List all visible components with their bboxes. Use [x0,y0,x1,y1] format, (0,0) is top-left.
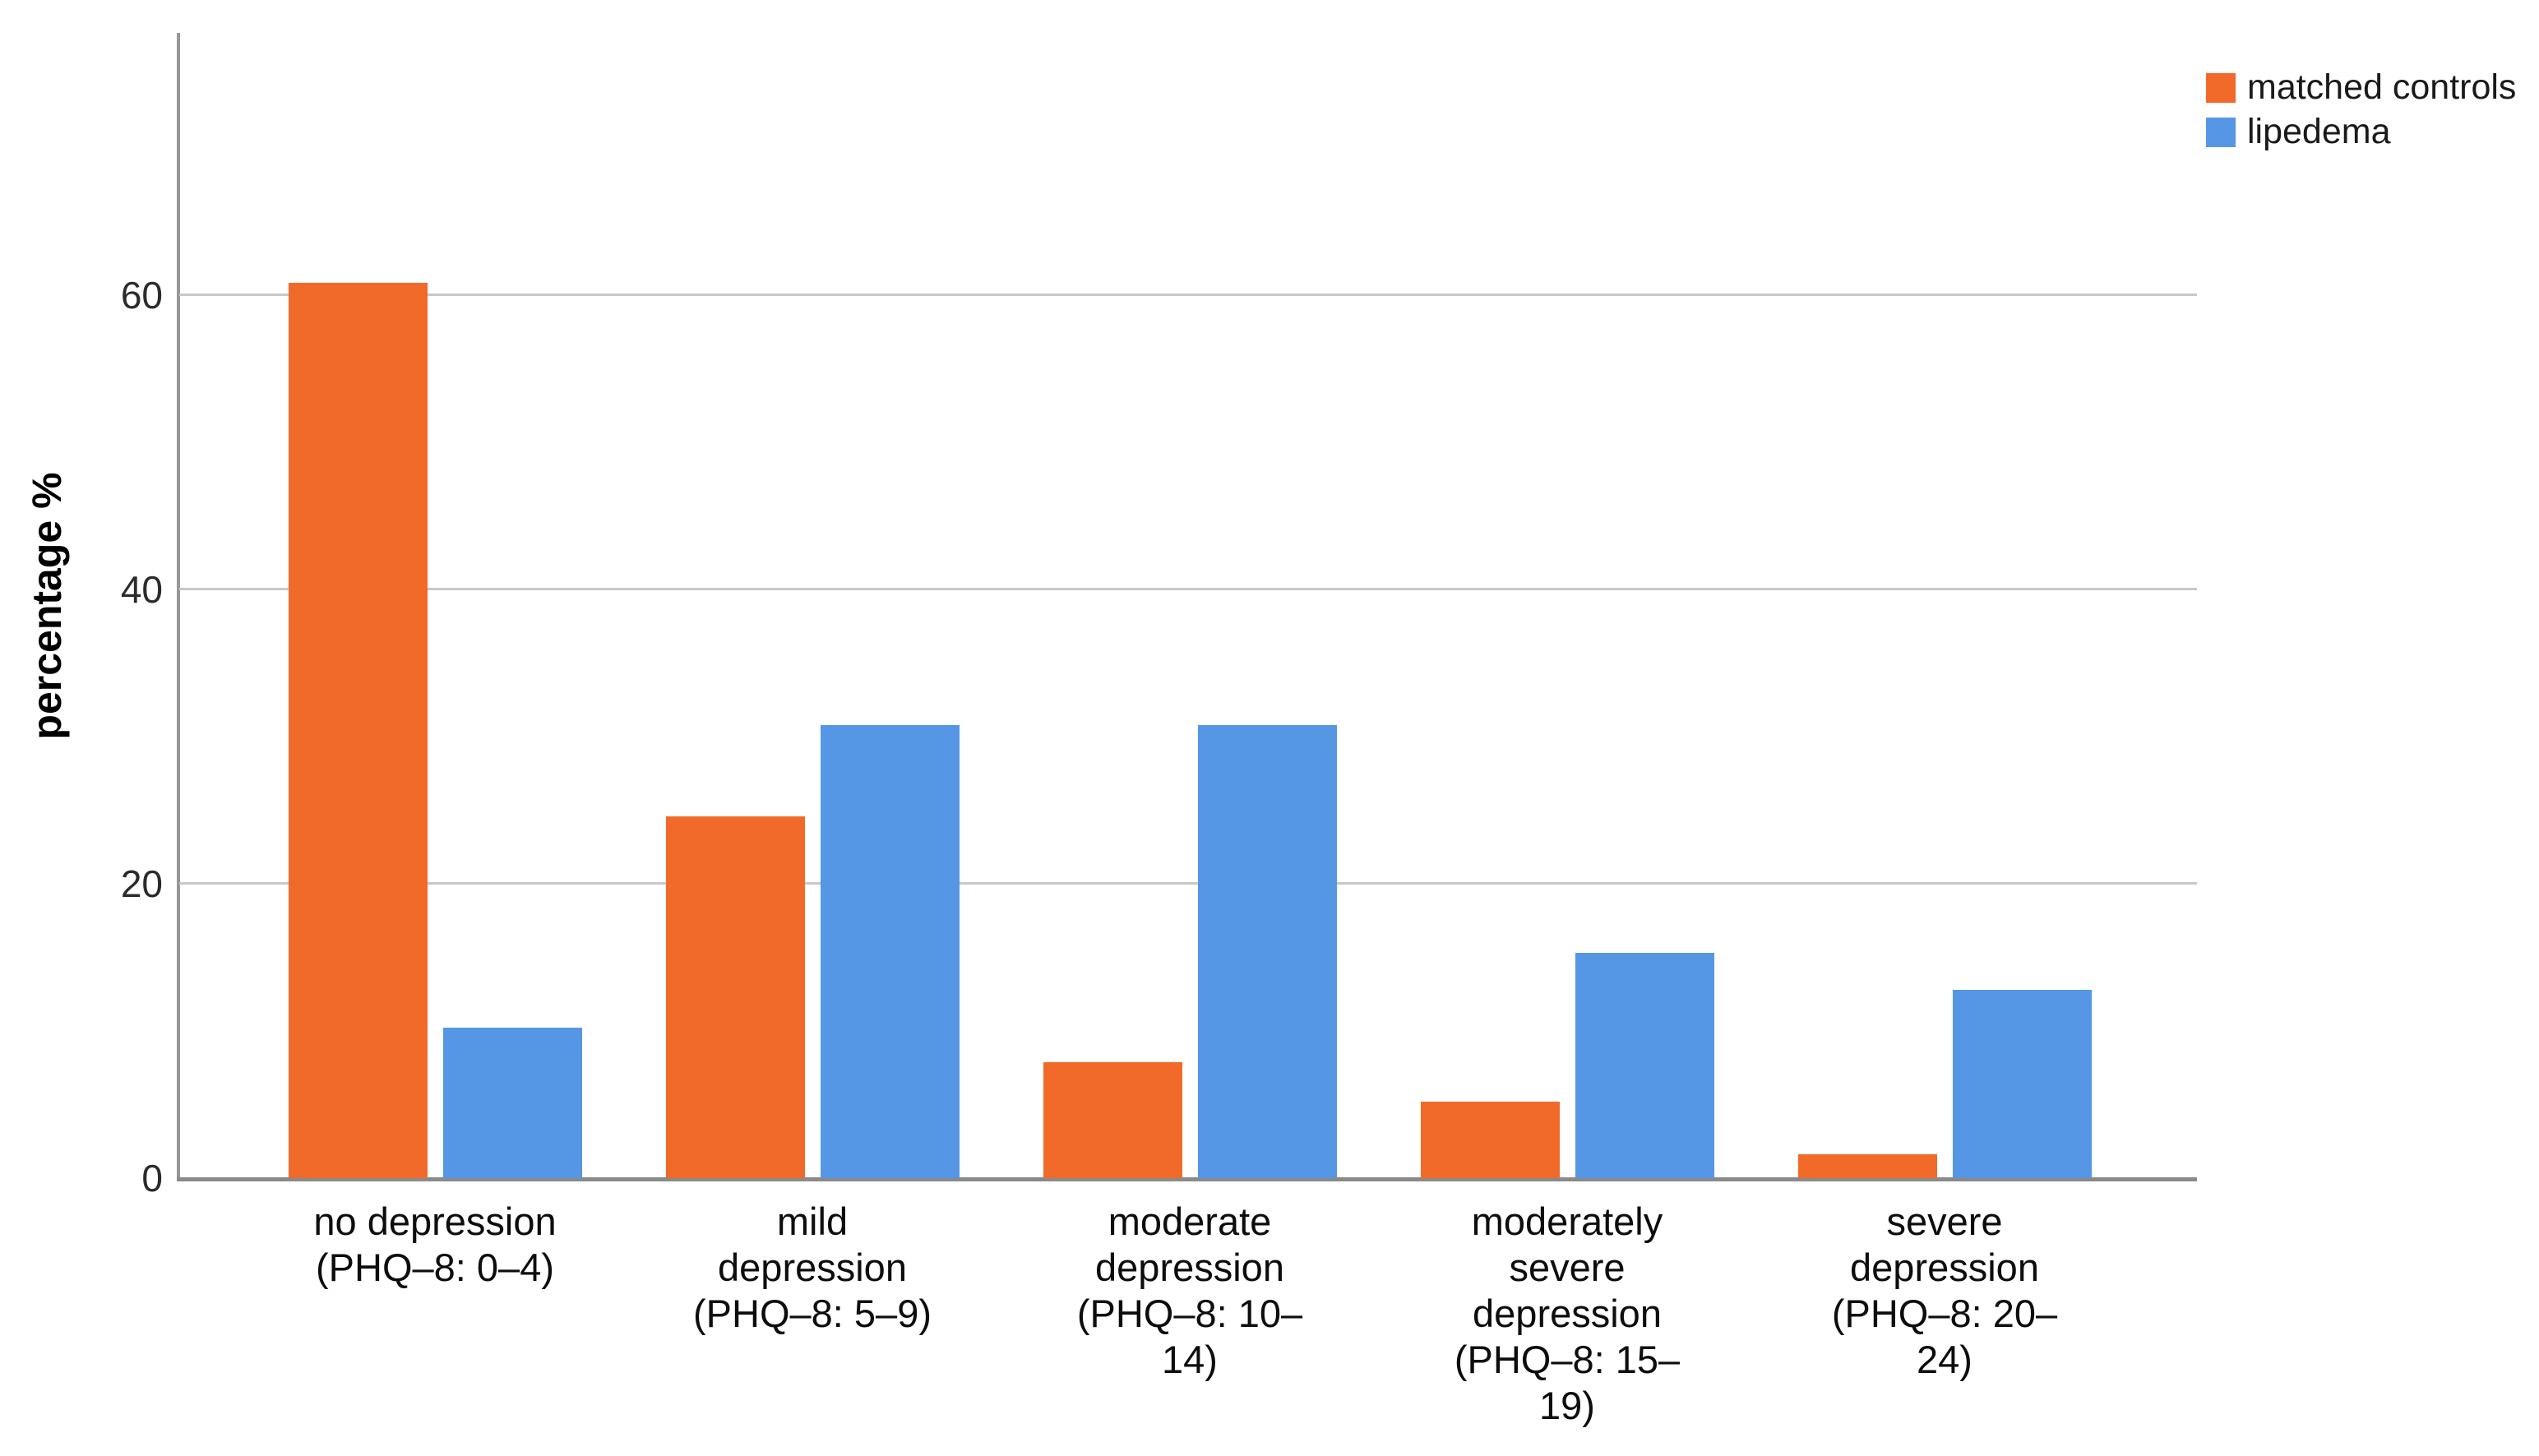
bar-matched-controls-4 [1797,1154,1937,1178]
y-axis-line [177,33,180,1181]
bar-matched-controls-2 [1043,1061,1182,1178]
x-category-label-line: (PHQ–8: 15– [1454,1338,1681,1381]
gridline-40 [179,588,2197,591]
x-category-label-2: moderate depression (PHQ–8: 10– 14) [997,1199,1383,1383]
x-category-label-line: no depression [313,1199,557,1243]
x-category-label-line: (PHQ–8: 20– [1831,1292,2058,1335]
x-category-label-line: severe [1509,1246,1626,1289]
x-category-label-line: 14) [1162,1338,1218,1381]
bar-lipedema-0 [442,1028,582,1178]
x-category-label-0: no depression (PHQ–8: 0–4) [242,1199,628,1291]
x-category-label-line: moderate [1108,1199,1272,1243]
x-category-label-line: 19) [1539,1384,1595,1427]
y-tick-label-20: 20 [120,862,163,905]
x-category-label-4: severe depression (PHQ–8: 20– 24) [1751,1199,2138,1383]
legend-label: matched controls [2247,67,2517,107]
gridline-20 [179,882,2197,885]
y-tick-label-0: 0 [141,1157,163,1199]
x-category-label-3: moderately severe depression (PHQ–8: 15– 19) [1374,1199,1760,1429]
legend-swatch-icon [2206,117,2236,147]
x-category-label-line: depression [718,1246,907,1289]
x-category-label-line: severe [1886,1199,2003,1243]
x-category-label-line: (PHQ–8: 5–9) [693,1292,932,1335]
bar-matched-controls-3 [1420,1101,1560,1178]
x-category-label-line: depression [1095,1246,1284,1289]
legend-label: lipedema [2247,112,2391,151]
legend: matched controls lipedema [2206,69,2516,158]
bar-matched-controls-0 [288,283,428,1178]
bar-lipedema-4 [1952,989,2092,1178]
x-category-label-line: (PHQ–8: 10– [1076,1292,1303,1335]
legend-item-lipedema: lipedema [2206,113,2516,150]
x-category-label-line: mild [776,1199,849,1243]
x-axis-line [177,1177,2197,1181]
bar-lipedema-1 [820,724,960,1178]
x-category-label-line: moderately [1471,1199,1663,1243]
x-category-label-line: 24) [1917,1338,1972,1381]
legend-item-matched-controls: matched controls [2206,69,2516,106]
x-category-label-line: depression [1850,1246,2039,1289]
gridline-60 [179,294,2197,297]
bar-lipedema-2 [1197,724,1337,1178]
bar-lipedema-3 [1575,953,1714,1178]
x-category-label-1: mild depression (PHQ–8: 5–9) [619,1199,1006,1337]
y-tick-label-40: 40 [120,567,163,611]
legend-swatch-icon [2206,72,2236,103]
y-tick-label-60: 60 [120,273,163,317]
x-category-label-line: (PHQ–8: 0–4) [316,1246,554,1289]
bar-matched-controls-1 [665,816,805,1178]
x-category-label-line: depression [1473,1292,1662,1335]
